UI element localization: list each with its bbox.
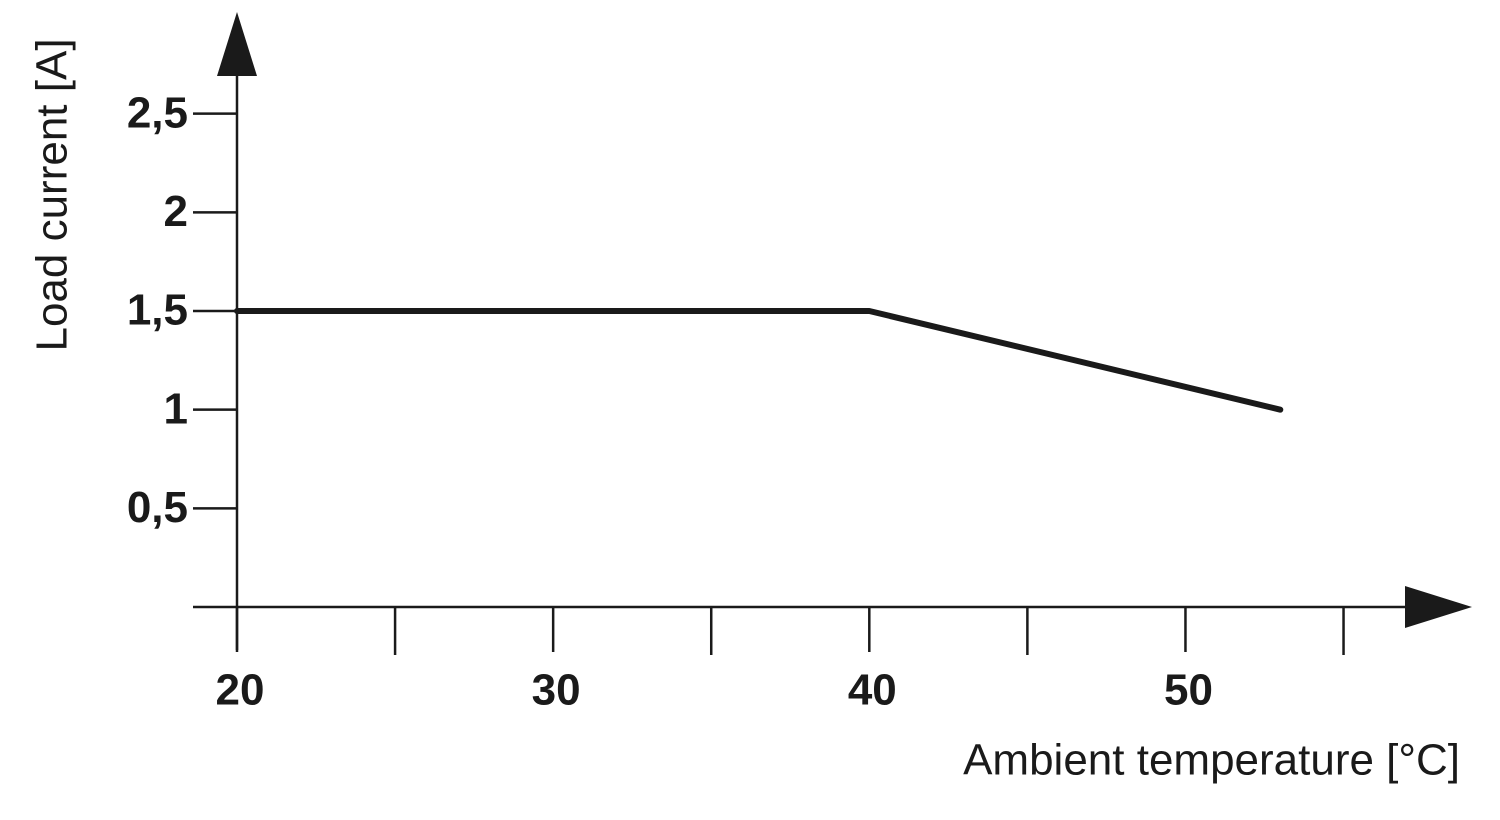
line [234,308,1284,413]
x-axis-arrow [1405,586,1472,628]
x-tick-label: 20 [216,666,265,715]
y-axis-title: Load current [A] [28,38,77,351]
y-tick-label: 2 [164,187,188,236]
y-tick-label: 1 [164,384,188,433]
x-tick-label: 30 [532,666,581,715]
x-tick-label: 40 [848,666,897,715]
x-axis-title: Ambient temperature [°C] [963,736,1460,785]
y-tick-label: 2,5 [127,88,188,137]
y-tick-label: 0,5 [127,483,188,532]
x-tick-label: 50 [1164,666,1213,715]
y-tick-label: 1,5 [127,286,188,335]
y-axis-arrow [217,12,257,76]
